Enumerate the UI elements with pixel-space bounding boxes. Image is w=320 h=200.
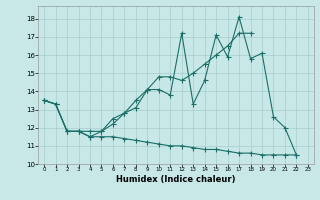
- X-axis label: Humidex (Indice chaleur): Humidex (Indice chaleur): [116, 175, 236, 184]
